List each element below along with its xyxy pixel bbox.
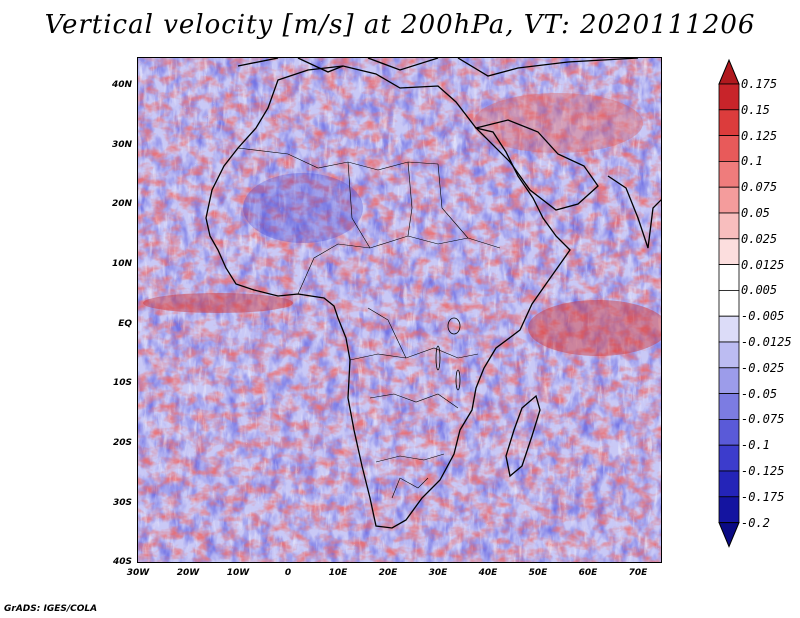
lon-label-20w: 20W <box>176 568 200 578</box>
colorbar-segment <box>718 341 740 369</box>
lakes <box>435 317 461 391</box>
colorbar-tick-label: 0.1 <box>741 154 763 169</box>
lat-label-40s: 40S <box>112 557 132 567</box>
footer-credit: GrADS: IGES/COLA <box>4 604 98 614</box>
colorbar-segment <box>718 418 740 446</box>
coastlines <box>205 58 661 529</box>
colorbar-tick-label: -0.0125 <box>741 335 792 349</box>
lake-tanganyika <box>435 345 441 371</box>
lake-malawi <box>455 369 461 391</box>
colorbar-tick-label: 0.15 <box>741 102 770 117</box>
africa-coastline <box>205 65 571 529</box>
india-coastline <box>607 175 661 249</box>
colorbar-tick-label: 0.025 <box>741 231 778 246</box>
colorbar-tick-label: -0.075 <box>741 412 785 427</box>
colorbar-tick-label: 0.075 <box>741 180 778 195</box>
colorbar-tick-label: -0.1 <box>741 438 770 453</box>
lat-label-20n: 20N <box>111 199 132 209</box>
feature-indian-ocean-ascent <box>528 300 661 356</box>
colorbar-segment <box>718 367 740 394</box>
chart-title: Vertical velocity [m/s] at 200hPa, VT: 2… <box>44 10 756 40</box>
colorbar-min-arrow <box>718 522 740 548</box>
lon-label-20e: 20E <box>378 568 398 578</box>
colorbar-segment <box>718 83 740 111</box>
colorbar-tick-label: 0.0125 <box>741 257 785 272</box>
field-neutral-streaks <box>138 58 661 562</box>
colorbar-segment <box>718 393 740 420</box>
lat-label-eq: EQ <box>118 319 132 329</box>
colorbar-tick-label: 0.05 <box>741 206 770 220</box>
colorbar-segment <box>718 315 740 343</box>
colorbar <box>718 58 740 548</box>
feature-atlantic-itcz <box>143 293 293 313</box>
feature-sahara-descent <box>243 173 363 243</box>
colorbar-segment <box>718 496 740 523</box>
lon-label-30w: 30W <box>126 568 150 578</box>
colorbar-tick-label: -0.2 <box>741 515 770 530</box>
colorbar-tick-label: -0.05 <box>741 386 778 401</box>
colorbar-tick-label: -0.005 <box>741 309 785 324</box>
colorbar-segment <box>718 135 740 162</box>
velocity-field-map <box>138 58 661 562</box>
lon-label-30e: 30E <box>428 568 448 578</box>
arabia-coastline <box>474 119 599 211</box>
colorbar-segment <box>718 186 740 214</box>
lon-label-50e: 50E <box>528 568 548 578</box>
colorbar-tick-label: -0.025 <box>741 360 785 375</box>
colorbar-segment <box>718 212 740 240</box>
lat-label-20s: 20S <box>112 438 132 448</box>
lon-label-60e: 60E <box>578 568 598 578</box>
lon-label-40e: 40E <box>478 568 498 578</box>
lat-label-10s: 10S <box>112 378 132 388</box>
colorbar-segment <box>718 289 740 317</box>
lat-label-30n: 30N <box>111 140 132 150</box>
lon-label-10w: 10W <box>226 568 250 578</box>
colorbar-segment <box>718 470 740 498</box>
colorbar-segment <box>718 238 740 266</box>
lake-victoria <box>447 317 461 335</box>
madagascar-coastline <box>505 394 541 478</box>
lon-label-0: 0 <box>284 568 292 578</box>
map-panel <box>137 57 662 563</box>
country-borders <box>237 147 501 499</box>
colorbar-tick-label: 0.175 <box>741 77 778 91</box>
colorbar-tick-label: 0.125 <box>741 128 778 143</box>
colorbar-tick-label: -0.125 <box>741 464 785 478</box>
lon-label-10e: 10E <box>328 568 348 578</box>
lon-label-70e: 70E <box>628 568 648 578</box>
colorbar-segment <box>718 161 740 188</box>
lat-label-40n: 40N <box>111 80 132 90</box>
colorbar-segment <box>718 109 740 136</box>
colorbar-max-arrow <box>718 58 740 85</box>
lat-label-10n: 10N <box>111 259 132 269</box>
feature-arabia-ascent <box>473 93 643 153</box>
colorbar-tick-label: -0.175 <box>741 489 785 504</box>
europe-coastline <box>237 58 639 77</box>
lat-label-30s: 30S <box>112 498 132 508</box>
colorbar-segment <box>718 264 740 291</box>
colorbar-segment <box>718 444 740 472</box>
colorbar-tick-label: 0.005 <box>741 283 778 298</box>
